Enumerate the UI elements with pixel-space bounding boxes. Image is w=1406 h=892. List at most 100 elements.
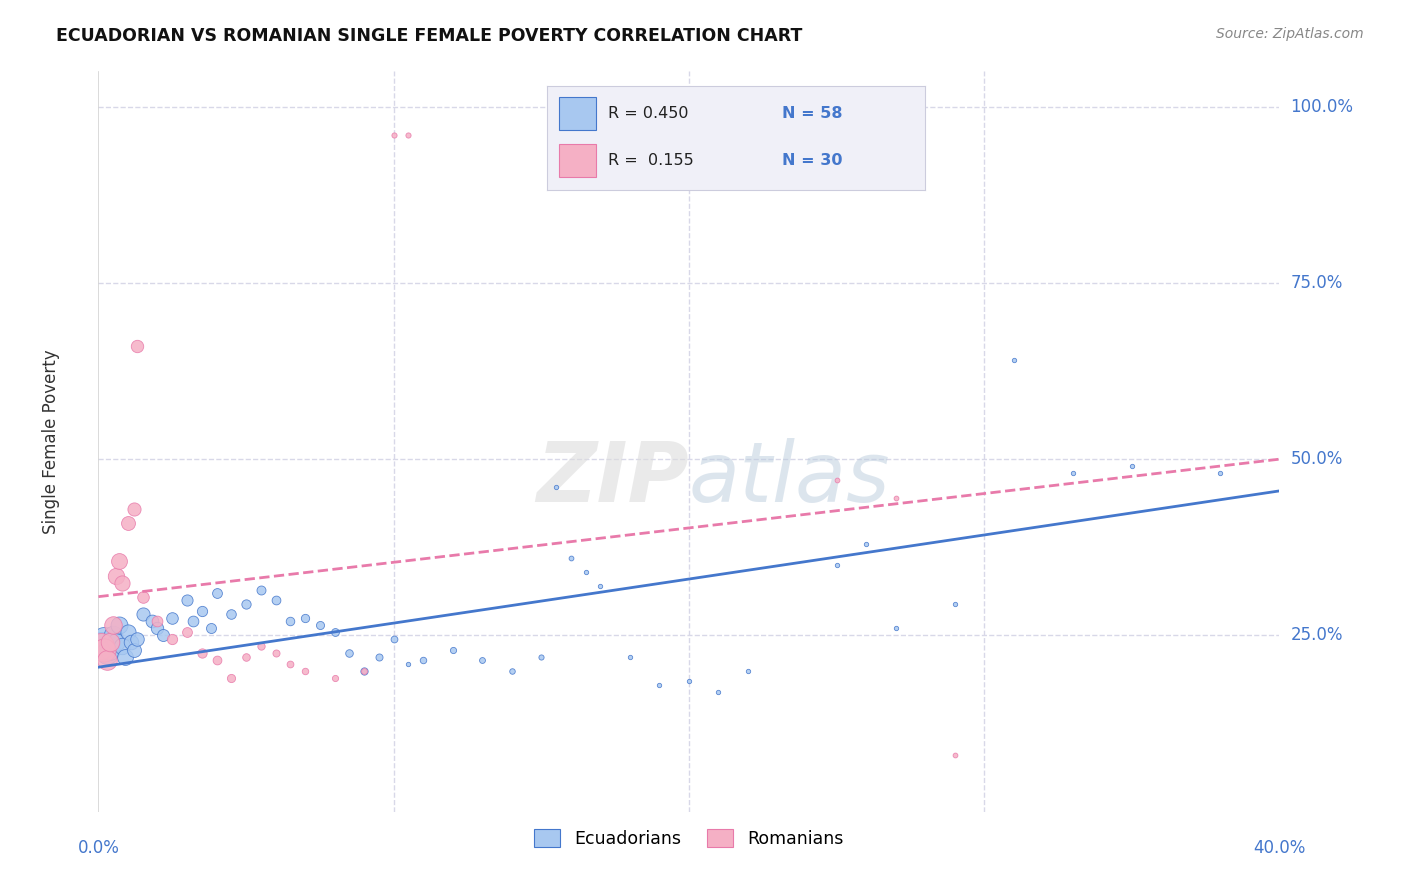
Point [162,611,183,625]
Point [146,621,169,635]
Point [176,624,198,639]
Point [309,618,332,632]
Point [398,128,420,142]
Point [111,639,134,653]
Point [619,649,641,664]
Point [382,128,405,142]
Point [103,628,125,642]
Point [191,604,214,618]
Point [93,642,115,657]
Point [280,615,302,629]
Text: ZIP: ZIP [536,438,689,519]
Point [441,642,464,657]
Point [398,657,420,671]
Point [117,516,139,530]
Point [132,607,155,622]
Point [98,635,121,649]
Text: Single Female Poverty: Single Female Poverty [42,350,60,533]
Point [103,618,125,632]
Point [323,624,346,639]
Point [176,593,198,607]
Point [221,671,243,685]
Point [205,586,228,600]
Point [575,565,598,579]
Point [501,664,523,678]
Point [98,642,121,657]
Point [235,597,257,611]
Point [108,554,131,568]
Point [1209,467,1232,481]
Point [471,653,494,667]
Point [105,635,128,649]
Point [125,632,148,646]
Point [1121,459,1143,474]
Point [146,615,169,629]
Point [264,593,287,607]
Point [205,653,228,667]
Point [943,597,966,611]
Point [589,579,612,593]
Point [117,624,139,639]
Text: 75.0%: 75.0% [1291,274,1343,292]
Point [382,632,405,646]
Text: 50.0%: 50.0% [1291,450,1343,468]
Point [825,473,848,487]
Legend: Ecuadorians, Romanians: Ecuadorians, Romanians [527,822,851,855]
Point [122,642,145,657]
Point [412,653,434,667]
Point [122,501,145,516]
Text: 40.0%: 40.0% [1253,839,1306,857]
Point [707,685,730,699]
Point [323,671,346,685]
Text: ECUADORIAN VS ROMANIAN SINGLE FEMALE POVERTY CORRELATION CHART: ECUADORIAN VS ROMANIAN SINGLE FEMALE POV… [56,27,803,45]
Point [181,615,204,629]
Point [111,575,134,590]
Point [250,582,273,597]
Point [120,635,142,649]
Point [235,649,257,664]
Point [339,646,361,660]
Point [294,664,316,678]
Point [250,639,273,653]
Point [353,664,375,678]
Point [96,646,118,660]
Text: Source: ZipAtlas.com: Source: ZipAtlas.com [1216,27,1364,41]
Point [884,491,907,505]
Point [855,537,877,551]
Point [96,653,118,667]
Text: atlas: atlas [689,438,890,519]
Point [114,649,136,664]
Point [1062,467,1084,481]
Point [280,657,302,671]
Point [648,678,671,692]
Point [943,748,966,763]
Text: 25.0%: 25.0% [1291,626,1343,644]
Text: 100.0%: 100.0% [1291,97,1354,116]
Point [1002,353,1025,368]
Point [264,646,287,660]
Point [105,568,128,582]
Point [530,649,553,664]
Point [294,611,316,625]
Point [353,664,375,678]
Point [108,618,131,632]
Point [560,550,582,565]
Point [90,639,112,653]
Point [125,339,148,353]
Point [737,664,759,678]
Point [141,615,163,629]
Point [884,621,907,635]
Point [546,480,568,494]
Point [678,674,700,689]
Point [825,558,848,572]
Point [200,621,222,635]
Point [191,646,214,660]
Point [368,649,391,664]
Point [152,628,174,642]
Point [90,639,112,653]
Point [221,607,243,622]
Point [132,590,155,604]
Point [93,632,115,646]
Text: 0.0%: 0.0% [77,839,120,857]
Point [162,632,183,646]
